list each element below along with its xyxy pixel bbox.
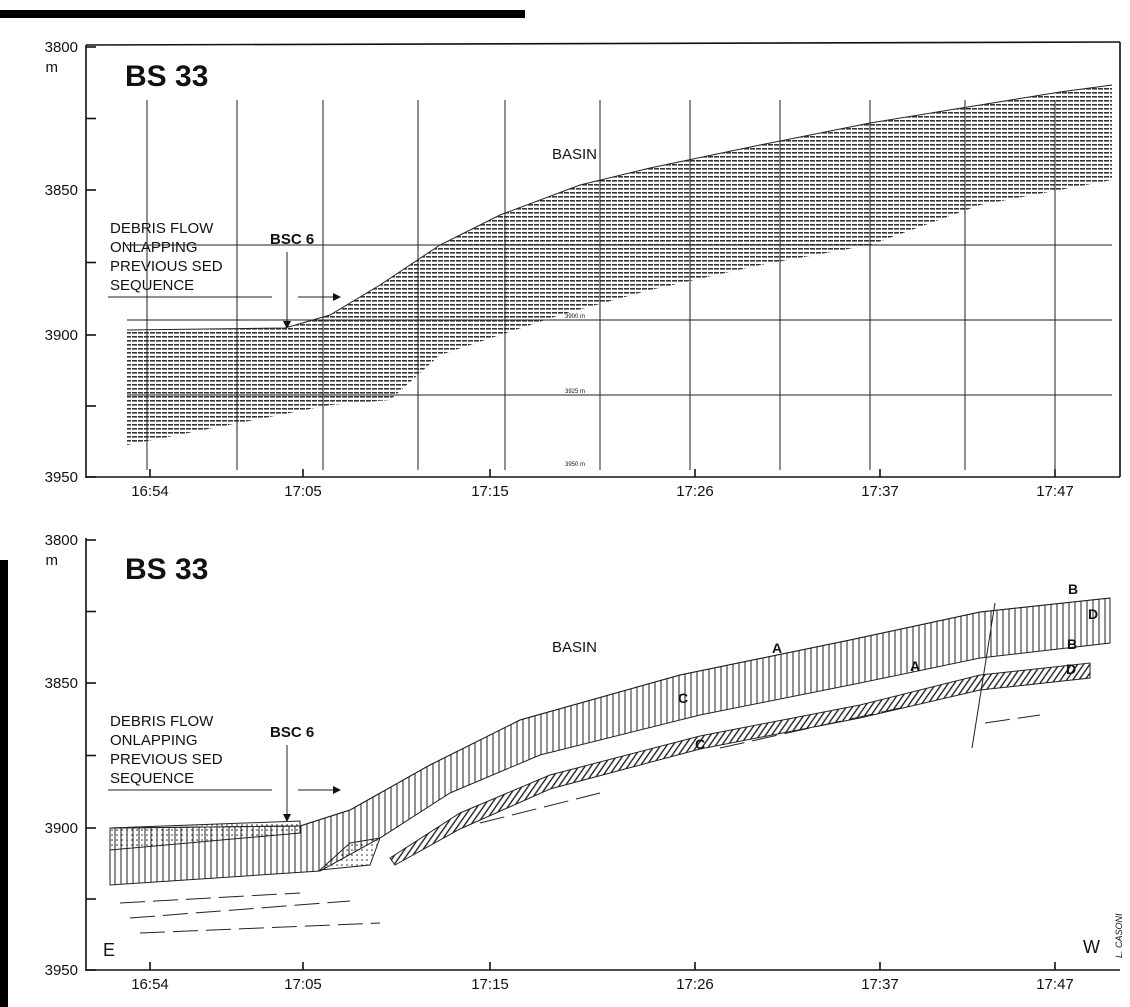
y-tick-label: 3800: [45, 532, 78, 549]
debris-label: SEQUENCE: [110, 770, 194, 787]
interpretation-panel: 3800 3850 3900 3950 m 16:54 17:05 17:15 17:26 17:…: [45, 532, 1124, 993]
basin-label: BASIN: [552, 146, 597, 163]
bedding: [139, 922, 381, 934]
layer-d: [389, 662, 1091, 866]
depth-mark: 3950 m: [565, 462, 585, 468]
debris-label: SEQUENCE: [110, 277, 194, 294]
y-tick-label: 3950: [45, 469, 78, 486]
y-tick-label: 3900: [45, 327, 78, 344]
layer-label: D: [1066, 661, 1076, 677]
debris-label: DEBRIS FLOW: [110, 220, 214, 237]
layer-label: A: [772, 640, 782, 656]
layer-label: D: [1088, 606, 1098, 622]
slump: [318, 837, 381, 871]
y-tick-label: 3950: [45, 962, 78, 979]
debris-label: PREVIOUS SED: [110, 258, 223, 275]
x-tick-label: 17:47: [1036, 976, 1074, 993]
debris-label: ONLAPPING: [110, 239, 198, 256]
layer-label: A: [910, 658, 920, 674]
layer-b: [109, 597, 1111, 886]
layer-label: B: [1067, 636, 1077, 652]
fault: [971, 602, 996, 749]
x-tick-label: 17:05: [284, 483, 322, 500]
debris-label: DEBRIS FLOW: [110, 713, 214, 730]
panel-title: BS 33: [125, 553, 208, 586]
debris-label: PREVIOUS SED: [110, 751, 223, 768]
x-tick-label: 17:26: [676, 976, 714, 993]
layer-label: C: [678, 690, 688, 706]
seismic-panel: 3800 3850 3900 3950 m 16:54 17:05 17:15 17:26 17:…: [45, 39, 1121, 500]
basin-label: BASIN: [552, 639, 597, 656]
debris-label: ONLAPPING: [110, 732, 198, 749]
x-tick-label: 16:54: [131, 483, 169, 500]
x-tick-label: 17:15: [471, 483, 509, 500]
y-tick-label: 3850: [45, 675, 78, 692]
layer-label: C: [695, 736, 705, 752]
core-label: BSC 6: [270, 231, 314, 248]
bedding: [119, 892, 301, 904]
y-tick-label: 3900: [45, 820, 78, 837]
x-tick-label: 17:37: [861, 483, 899, 500]
signature: L. CASONI: [1114, 913, 1124, 958]
seafloor: [126, 84, 1113, 331]
seismic-reflections: [127, 85, 1112, 445]
depth-mark: 3925 m: [565, 389, 585, 395]
x-tick-label: 17:05: [284, 976, 322, 993]
bedding: [984, 714, 1041, 724]
core-label: BSC 6: [270, 724, 314, 741]
bedding: [479, 792, 601, 824]
depth-mark: 3900 m: [565, 314, 585, 320]
scan-edge: [0, 560, 8, 1007]
unit-label: m: [46, 59, 59, 76]
layer-label: B: [1068, 581, 1078, 597]
west-label: W: [1083, 937, 1100, 957]
x-tick-label: 17:37: [861, 976, 899, 993]
bedding: [719, 707, 901, 749]
east-label: E: [103, 940, 115, 960]
x-tick-label: 17:47: [1036, 483, 1074, 500]
x-tick-label: 17:26: [676, 483, 714, 500]
x-tick-label: 17:15: [471, 976, 509, 993]
y-tick-label: 3800: [45, 39, 78, 56]
x-tick-label: 16:54: [131, 976, 169, 993]
top-frame: [85, 41, 1121, 46]
horizon-a: [109, 597, 1111, 829]
panel-title: BS 33: [125, 60, 208, 93]
y-tick-label: 3850: [45, 182, 78, 199]
bedding: [129, 900, 351, 919]
scan-bar: [0, 10, 525, 18]
unit-label: m: [46, 552, 59, 569]
